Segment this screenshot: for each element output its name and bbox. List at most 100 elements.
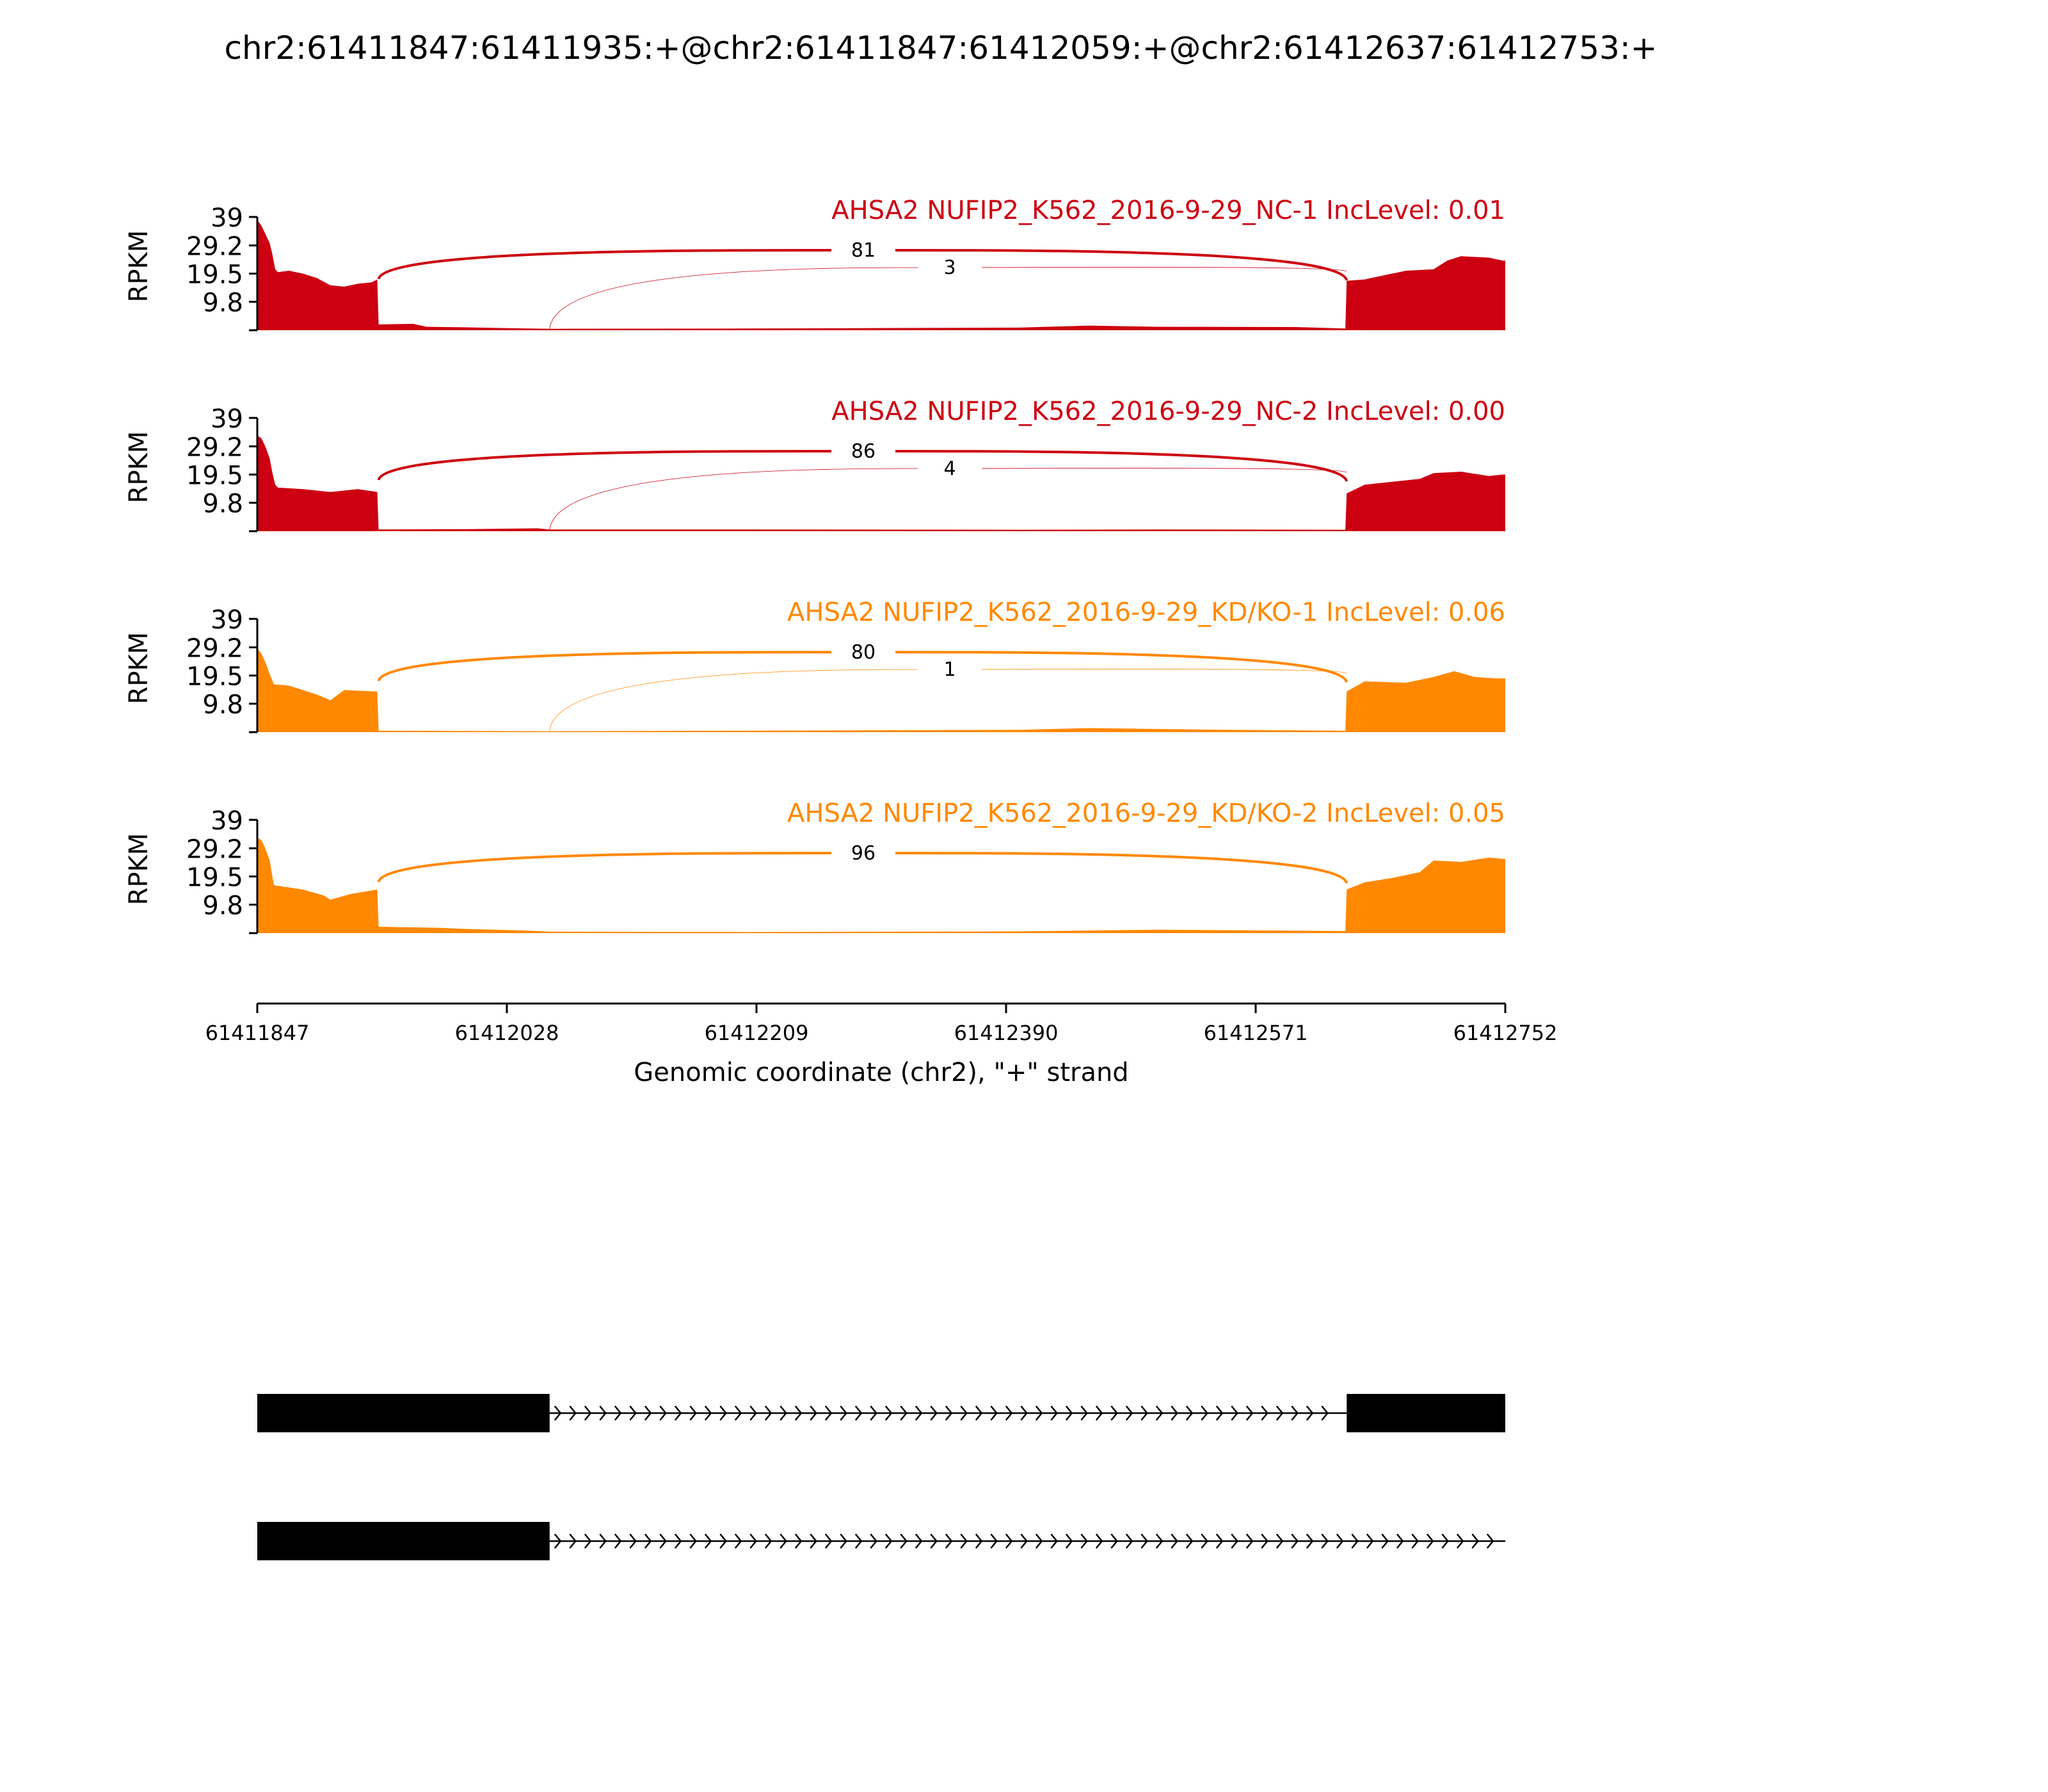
- strand-arrow: [945, 1405, 953, 1421]
- y-tick-label: 39: [211, 605, 243, 635]
- strand-arrow: [794, 1533, 803, 1549]
- strand-arrow: [614, 1405, 622, 1421]
- exon-block: [257, 1522, 550, 1560]
- strand-arrow: [584, 1533, 592, 1549]
- x-tick-label: 61412028: [455, 1021, 559, 1045]
- strand-arrow: [854, 1533, 863, 1549]
- strand-arrow: [915, 1405, 923, 1421]
- strand-arrow: [614, 1533, 622, 1549]
- strand-arrow: [1110, 1533, 1118, 1549]
- strand-arrow: [1231, 1405, 1238, 1421]
- strand-arrow: [1215, 1533, 1224, 1549]
- y-tick-label: 39: [211, 404, 243, 434]
- strand-arrow: [990, 1533, 998, 1549]
- strand-arrow: [1291, 1533, 1299, 1549]
- y-tick-label: 9.8: [202, 691, 243, 720]
- strand-arrow: [1065, 1533, 1073, 1549]
- junction-count: 80: [851, 641, 876, 664]
- junction-count: 3: [943, 257, 956, 279]
- track-label: AHSA2 NUFIP2_K562_2016-9-29_KD/KO-1 IncL…: [787, 598, 1505, 627]
- strand-arrow: [870, 1533, 877, 1549]
- strand-arrow: [749, 1405, 757, 1421]
- strand-arrow: [704, 1533, 712, 1549]
- strand-arrow: [1155, 1533, 1164, 1549]
- strand-arrow: [1065, 1405, 1073, 1421]
- strand-arrow: [810, 1533, 817, 1549]
- junction-count: 86: [851, 440, 876, 463]
- strand-arrow: [734, 1405, 742, 1421]
- strand-arrow: [674, 1533, 682, 1549]
- strand-arrow: [1245, 1405, 1254, 1421]
- strand-arrow: [1426, 1533, 1434, 1549]
- strand-arrow: [1201, 1533, 1208, 1549]
- strand-arrow: [1035, 1405, 1043, 1421]
- y-axis-label: RPKM: [124, 431, 154, 504]
- y-tick-label: 29.2: [186, 232, 243, 261]
- strand-arrow: [960, 1405, 968, 1421]
- strand-arrow: [1140, 1533, 1148, 1549]
- strand-arrow: [810, 1405, 817, 1421]
- x-axis: 61411847 61412028 61412209 61412390 61412571…: [205, 1002, 1557, 1045]
- strand-arrow: [884, 1405, 893, 1421]
- strand-arrow: [569, 1533, 577, 1549]
- x-tick-label: 61412209: [705, 1021, 809, 1045]
- strand-arrow: [1201, 1405, 1208, 1421]
- junction-count: 4: [943, 458, 956, 480]
- strand-arrow: [990, 1405, 998, 1421]
- strand-arrow: [854, 1405, 863, 1421]
- y-tick-label: 39: [211, 204, 243, 233]
- y-tick-label: 29.2: [186, 433, 243, 462]
- y-tick-label: 19.5: [186, 461, 243, 491]
- strand-arrow: [1456, 1533, 1464, 1549]
- strand-arrow: [584, 1405, 592, 1421]
- chart-title: chr2:61411847:61411935:+@chr2:61411847:6…: [225, 29, 1658, 67]
- strand-arrow: [1171, 1405, 1178, 1421]
- strand-arrow: [780, 1405, 787, 1421]
- strand-arrow: [1261, 1533, 1268, 1549]
- strand-arrow: [915, 1533, 923, 1549]
- strand-arrow: [824, 1533, 833, 1549]
- y-tick-label: 9.8: [202, 892, 243, 921]
- strand-arrow: [1005, 1405, 1013, 1421]
- strand-arrow: [1155, 1405, 1164, 1421]
- strand-arrow: [689, 1533, 697, 1549]
- exon-block: [257, 1394, 550, 1432]
- strand-arrow: [900, 1405, 908, 1421]
- strand-arrow: [1050, 1405, 1058, 1421]
- strand-arrow: [1396, 1533, 1404, 1549]
- strand-arrow: [1020, 1405, 1028, 1421]
- x-tick-label: 61412390: [954, 1021, 1059, 1045]
- strand-arrow: [1125, 1533, 1133, 1549]
- strand-arrow: [1140, 1405, 1148, 1421]
- strand-arrow: [629, 1405, 637, 1421]
- y-axis-label: RPKM: [124, 632, 154, 705]
- strand-arrow: [930, 1533, 938, 1549]
- y-tick-label: 29.2: [186, 634, 243, 663]
- coverage-area: [257, 648, 1505, 732]
- strand-arrow: [1306, 1405, 1314, 1421]
- coverage-area: [257, 837, 1505, 933]
- transcript-models: [257, 1394, 1505, 1560]
- x-tick-label: 61411847: [205, 1021, 310, 1045]
- coverage-area: [257, 435, 1505, 531]
- strand-arrow: [554, 1533, 562, 1549]
- strand-arrow: [1276, 1405, 1284, 1421]
- track-label: AHSA2 NUFIP2_K562_2016-9-29_NC-2 IncLeve…: [831, 397, 1505, 426]
- strand-arrow: [1035, 1533, 1043, 1549]
- y-tick-label: 19.5: [186, 662, 243, 692]
- y-tick-label: 39: [211, 806, 243, 836]
- strand-arrow: [1321, 1405, 1329, 1421]
- strand-arrow: [900, 1533, 908, 1549]
- strand-arrow: [1366, 1533, 1374, 1549]
- y-tick-label: 9.8: [202, 490, 243, 519]
- strand-arrow: [719, 1405, 727, 1421]
- strand-arrow: [1020, 1533, 1028, 1549]
